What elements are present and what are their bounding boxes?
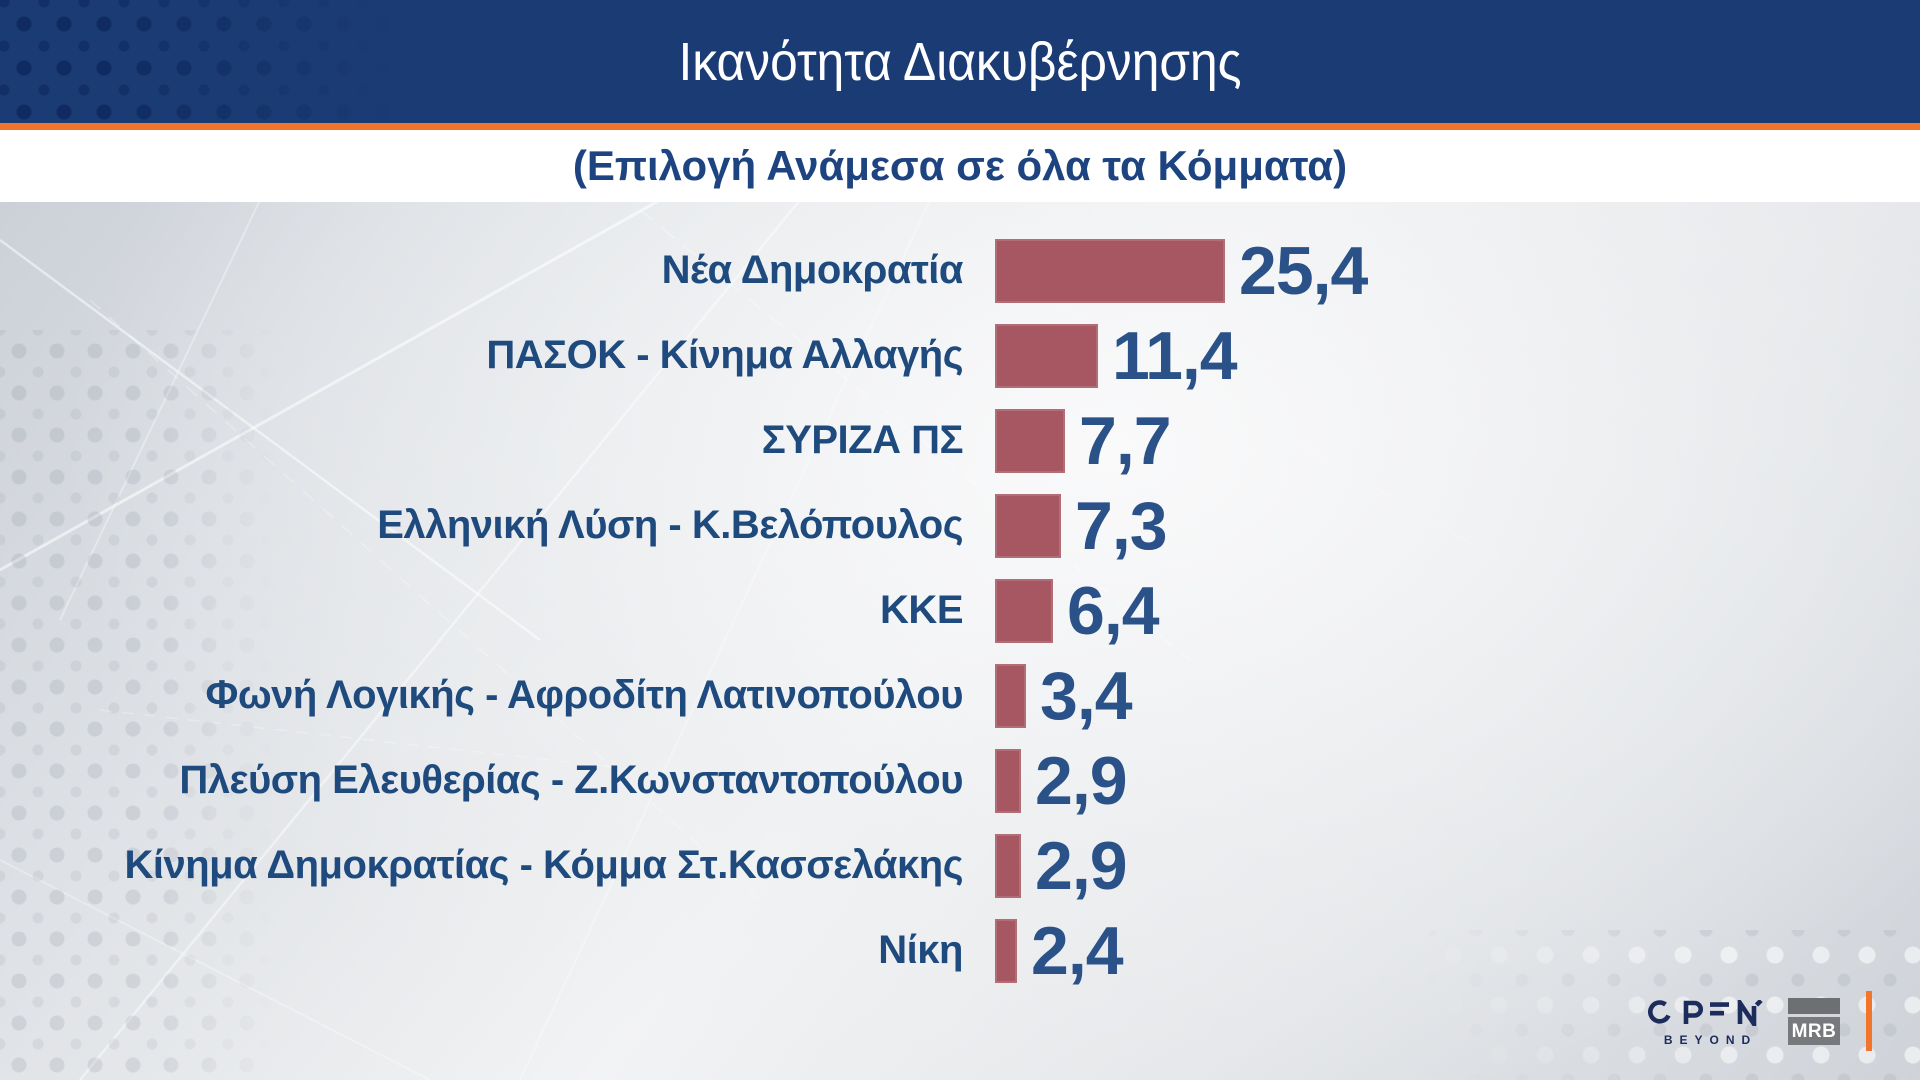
party-label: Φωνή Λογικής - Αφροδίτη Λατινοπούλου [205, 673, 964, 717]
header-band: Ικανότητα Διακυβέρνησης [0, 0, 1920, 123]
party-value: 7,3 [1075, 487, 1168, 564]
chart-row: Κίνημα Δημοκρατίας - Κόμμα Στ.Κασσελάκης… [0, 823, 1920, 908]
party-label: Νίκη [878, 928, 963, 972]
subtitle-strip: (Επιλογή Ανάμεσα σε όλα τα Κόμματα) [0, 130, 1920, 202]
mrb-logo-box: MRB [1788, 1017, 1840, 1045]
open-logo-icon [1648, 995, 1763, 1032]
party-value: 2,9 [1035, 742, 1128, 819]
party-label: Ελληνική Λύση - Κ.Βελόπουλος [377, 503, 963, 547]
party-label: ΣΥΡΙΖΑ ΠΣ [761, 418, 964, 462]
party-label: ΚΚΕ [880, 588, 963, 632]
party-label: Κίνημα Δημοκρατίας - Κόμμα Στ.Κασσελάκης [124, 843, 964, 887]
party-value: 7,7 [1079, 402, 1172, 479]
mrb-logo-label: MRB [1791, 1020, 1837, 1042]
party-bar [995, 663, 1026, 728]
party-bar [995, 493, 1061, 558]
open-beyond-label: BEYOND [1663, 1033, 1758, 1047]
chart-row: Φωνή Λογικής - Αφροδίτη Λατινοπούλου 3,4 [0, 653, 1920, 738]
mrb-logo: MRB [1788, 998, 1840, 1045]
party-bar [995, 833, 1021, 898]
party-bar [995, 918, 1017, 983]
page-title: Ικανότητα Διακυβέρνησης [678, 31, 1242, 92]
party-label: Νέα Δημοκρατία [661, 248, 964, 292]
party-value: 2,9 [1035, 827, 1128, 904]
party-bar [995, 323, 1098, 388]
chart-row: ΚΚΕ 6,4 [0, 568, 1920, 653]
chart-row: Νίκη 2,4 [0, 908, 1920, 993]
page-subtitle: (Επιλογή Ανάμεσα σε όλα τα Κόμματα) [572, 142, 1348, 189]
chart-row: ΠΑΣΟΚ - Κίνημα Αλλαγής 11,4 [0, 313, 1920, 398]
chart-row: Νέα Δημοκρατία 25,4 [0, 228, 1920, 313]
bar-chart: Νέα Δημοκρατία 25,4 ΠΑΣΟΚ - Κίνημα Αλλαγής… [0, 202, 1920, 993]
header-dot-pattern [0, 0, 430, 123]
party-value: 11,4 [1112, 317, 1238, 394]
party-value: 6,4 [1067, 572, 1160, 649]
chart-row: Ελληνική Λύση - Κ.Βελόπουλος 7,3 [0, 483, 1920, 568]
party-value: 25,4 [1239, 232, 1368, 309]
party-label: ΠΑΣΟΚ - Κίνημα Αλλαγής [486, 333, 963, 377]
party-value: 3,4 [1040, 657, 1133, 734]
party-bar [995, 748, 1021, 813]
party-bar [995, 408, 1065, 473]
chart-row: Πλεύση Ελευθερίας - Ζ.Κωνσταντοπούλου 2,9 [0, 738, 1920, 823]
open-channel-logo: BEYOND [1648, 995, 1766, 1047]
party-bar [995, 578, 1053, 643]
party-value: 2,4 [1031, 912, 1124, 989]
party-label: Πλεύση Ελευθερίας - Ζ.Κωνσταντοπούλου [179, 758, 963, 802]
orange-divider [0, 123, 1920, 130]
chart-row: ΣΥΡΙΖΑ ΠΣ 7,7 [0, 398, 1920, 483]
orange-accent-bar [1866, 991, 1872, 1051]
party-bar [995, 238, 1225, 303]
mrb-logo-bar [1788, 998, 1840, 1014]
